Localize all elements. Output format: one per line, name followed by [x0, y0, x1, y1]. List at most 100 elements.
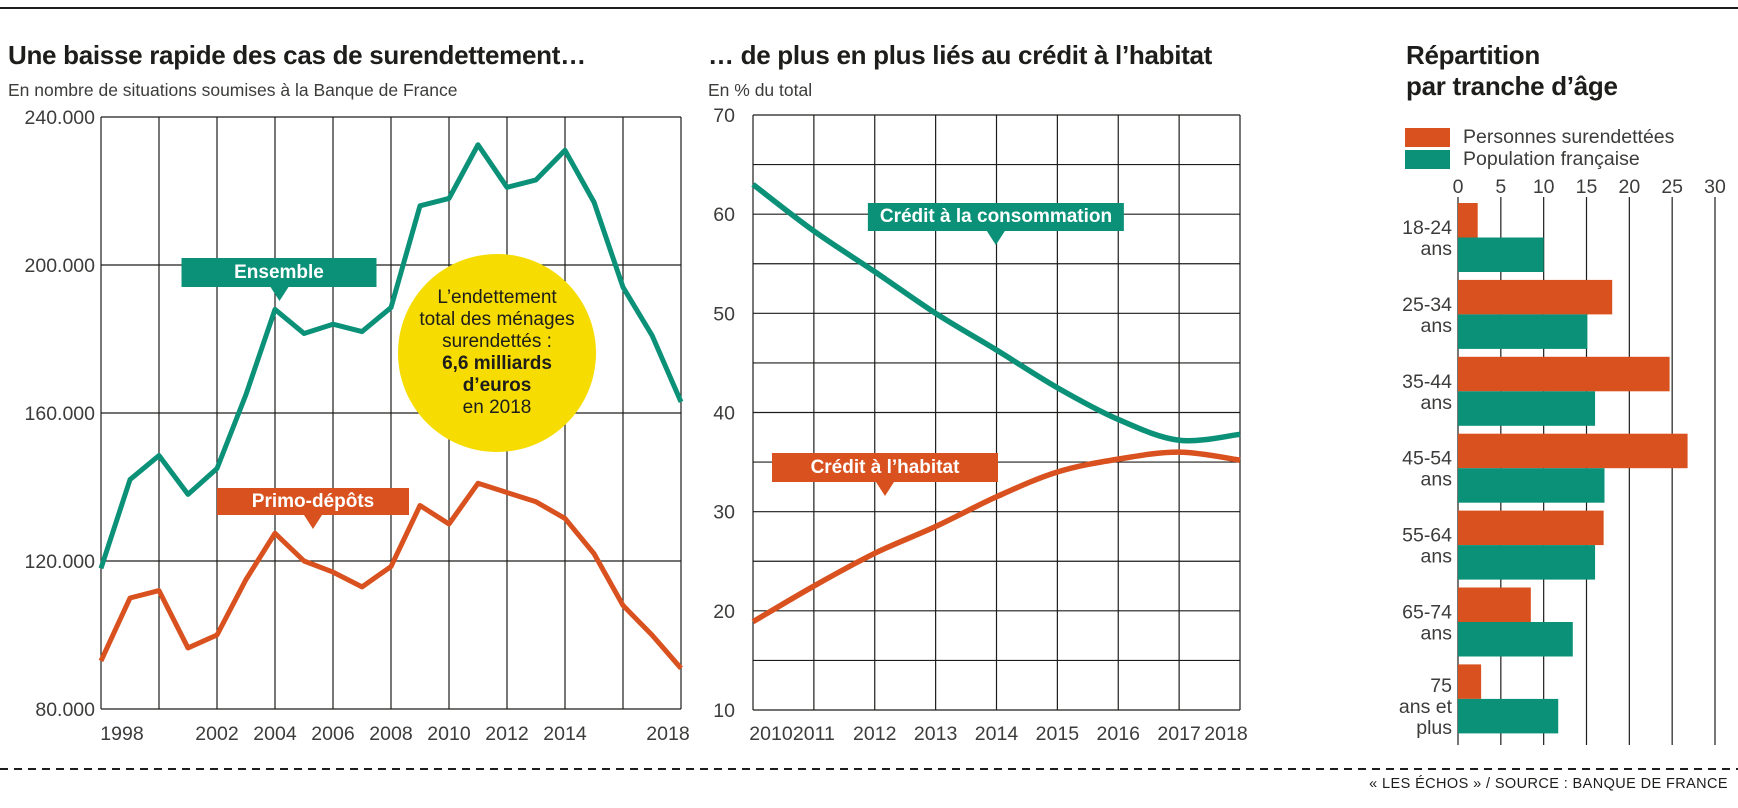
left-x-tick-label: 2018: [646, 723, 689, 745]
series-tag-credit-habitat: Crédit à l’habitat: [772, 453, 998, 496]
middle-y-tick-label: 10: [713, 700, 735, 722]
right-category-label: ans: [1421, 623, 1453, 645]
right-x-tick-label: 0: [1453, 176, 1464, 198]
right-category-label: ans: [1421, 315, 1453, 337]
left-series-line-ensemble: [98, 142, 684, 570]
middle-x-tick-label: 2014: [975, 723, 1019, 745]
left-chart-title: Une baisse rapide des cas de surendettem…: [8, 40, 586, 70]
middle-y-tick-label: 20: [713, 601, 735, 623]
right-chart-title: Répartition par tranche d’âge: [1406, 40, 1618, 102]
middle-x-tick-label: 2018: [1204, 723, 1247, 745]
bar-surendettees-3: [1458, 433, 1688, 469]
right-category-label: ans: [1421, 546, 1453, 568]
bar-population-5: [1458, 622, 1573, 657]
right-category-label: plus: [1416, 717, 1452, 739]
right-x-tick-label: 10: [1533, 176, 1555, 198]
top-rule: [0, 7, 1738, 9]
right-x-tick-label: 5: [1495, 176, 1506, 198]
series-tag-primo-depots: Primo-dépôts: [217, 488, 409, 529]
bar-surendettees-0: [1458, 203, 1478, 238]
right-chart-title-line1: Répartition: [1406, 40, 1540, 70]
left-x-tick-label: 2014: [543, 723, 587, 745]
middle-x-tick-label: 2015: [1036, 723, 1080, 745]
right-category-label: 35-44: [1402, 371, 1452, 393]
right-x-tick-label: 25: [1661, 176, 1683, 198]
left-x-tick-label: 2006: [311, 723, 354, 745]
legend-label-population: Population française: [1463, 147, 1640, 170]
left-y-tick-label: 80.000: [35, 699, 95, 721]
right-category-label: ans: [1421, 238, 1453, 260]
legend-label-surendettees: Personnes surendettées: [1463, 125, 1675, 148]
middle-chart-title: … de plus en plus liés au crédit à l’hab…: [708, 40, 1213, 70]
series-tag-credit-consommation: Crédit à la consommation: [867, 203, 1125, 245]
left-chart-subtitle: En nombre de situations soumises à la Ba…: [8, 80, 458, 100]
middle-x-tick-label: 2017: [1157, 723, 1200, 745]
middle-x-tick-label: 2016: [1097, 723, 1140, 745]
left-y-tick-label: 120.000: [25, 551, 96, 573]
right-chart-title-line2: par tranche d’âge: [1406, 71, 1618, 101]
left-x-tick-label: 2012: [485, 723, 528, 745]
bar-population-1: [1458, 314, 1588, 349]
left-series-line-primo: [98, 480, 683, 670]
bar-population-4: [1458, 545, 1596, 580]
left-x-tick-label: 2010: [427, 723, 471, 745]
middle-chart-subtitle: En % du total: [708, 80, 813, 100]
bar-surendettees-6: [1458, 664, 1482, 699]
right-category-label: ans: [1421, 469, 1453, 491]
bar-surendettees-5: [1458, 587, 1531, 622]
bar-population-2: [1458, 391, 1596, 426]
right-category-label: 55-64: [1402, 525, 1452, 547]
middle-x-tick-label: 2012: [853, 723, 896, 745]
legend-item-surendettees: Personnes surendettées: [1405, 126, 1674, 148]
middle-y-tick-label: 60: [713, 204, 735, 226]
bubble-line: en 2018: [462, 397, 532, 418]
left-x-tick-label: 2004: [253, 723, 297, 745]
left-x-tick-label: 2008: [369, 723, 412, 745]
legend-swatch-surendettees: [1405, 127, 1450, 147]
left-y-tick-label: 160.000: [25, 403, 96, 425]
bubble-line-bold: d’euros: [462, 375, 532, 396]
middle-y-tick-label: 70: [713, 105, 735, 127]
bubble-line: L’endettement: [437, 287, 557, 308]
bar-population-0: [1458, 237, 1544, 272]
left-x-tick-label: 2002: [195, 723, 238, 745]
bar-surendettees-2: [1458, 356, 1670, 392]
middle-x-tick-label: 2013: [914, 723, 957, 745]
legend-swatch-population: [1405, 149, 1450, 169]
middle-y-tick-label: 40: [713, 403, 735, 425]
bar-surendettees-4: [1458, 510, 1604, 546]
legend: Personnes surendettées Population frança…: [1405, 126, 1674, 170]
bar-population-6: [1458, 698, 1559, 734]
middle-x-tick-label: 2010: [749, 723, 793, 745]
middle-series-line-habitat: [751, 449, 1241, 625]
bar-population-3: [1458, 468, 1605, 503]
right-category-label: 45-54: [1402, 448, 1452, 470]
right-x-tick-label: 20: [1618, 176, 1640, 198]
bubble-line: surendettés :: [442, 331, 552, 352]
middle-y-tick-label: 30: [713, 502, 735, 524]
bubble-line-bold: 6,6 milliards: [442, 353, 552, 374]
left-x-tick-label: 1998: [100, 723, 143, 745]
middle-x-tick-label: 2011: [793, 723, 835, 745]
source-credit: « LES ÉCHOS » / SOURCE : BANQUE DE FRANC…: [1369, 776, 1728, 792]
right-x-tick-label: 30: [1704, 176, 1726, 198]
right-category-label: 75: [1430, 675, 1452, 697]
bar-surendettees-1: [1458, 279, 1613, 315]
legend-item-population: Population française: [1405, 148, 1674, 170]
right-category-label: ans: [1421, 392, 1453, 414]
series-tag-ensemble: Ensemble: [181, 258, 377, 301]
right-category-label: 18-24: [1402, 217, 1452, 239]
left-y-tick-label: 200.000: [25, 255, 96, 277]
bottom-dashed-rule: [0, 768, 1738, 770]
right-category-label: 25-34: [1402, 294, 1452, 316]
right-x-tick-label: 15: [1576, 176, 1598, 198]
bubble-line: total des ménages: [419, 309, 575, 330]
left-y-tick-label: 240.000: [25, 107, 96, 129]
right-category-label: 65-74: [1402, 602, 1452, 624]
middle-y-tick-label: 50: [713, 303, 735, 325]
annotation-bubble: L’endettement total des ménages surendet…: [398, 254, 596, 452]
right-category-label: ans et: [1399, 696, 1453, 718]
middle-series-line-conso: [751, 182, 1241, 444]
